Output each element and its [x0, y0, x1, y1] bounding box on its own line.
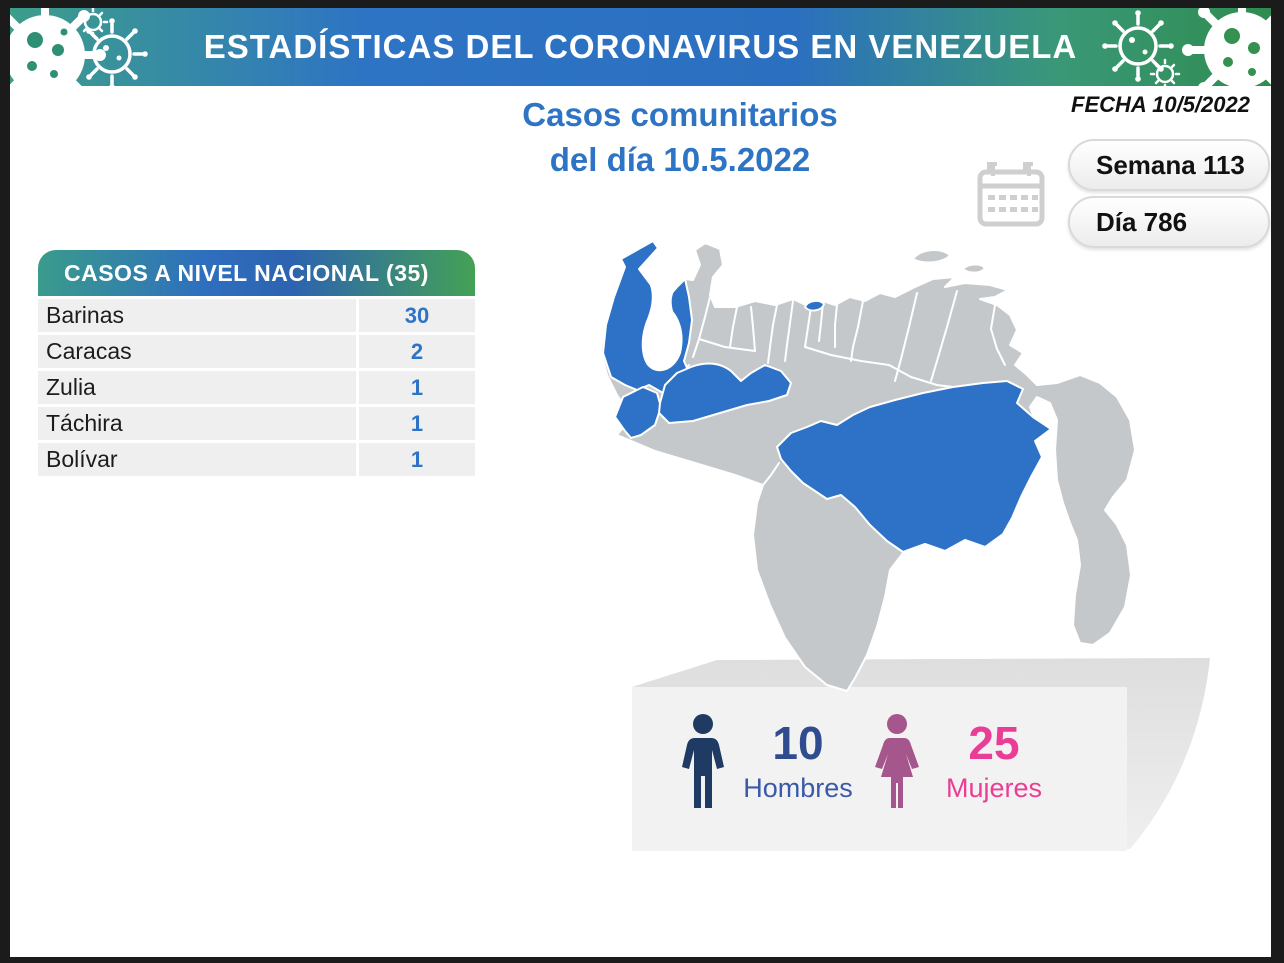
table-row: Zulia 1 — [38, 371, 475, 404]
female-icon — [875, 714, 919, 808]
map-island — [912, 249, 951, 264]
frame-border-left — [0, 0, 10, 963]
table-title: CASOS A NIVEL NACIONAL (35) — [38, 250, 475, 296]
state-name: Barinas — [38, 299, 356, 332]
lake-maracaibo — [641, 252, 689, 372]
women-label: Mujeres — [945, 773, 1043, 803]
state-cases: 2 — [359, 335, 475, 368]
subtitle: Casos comunitarios del día 10.5.2022 — [400, 92, 960, 182]
virus-icon-left-outline — [76, 18, 148, 86]
header-banner: ESTADÍSTICAS DEL CORONAVIRUS EN VENEZUEL… — [10, 8, 1271, 86]
state-name: Zulia — [38, 371, 356, 404]
dia-badge: Día 786 — [1068, 196, 1270, 248]
state-name: Bolívar — [38, 443, 356, 476]
page-title: ESTADÍSTICAS DEL CORONAVIRUS EN VENEZUEL… — [203, 28, 1078, 65]
state-cases: 1 — [359, 371, 475, 404]
table-row: Bolívar 1 — [38, 443, 475, 476]
state-name: Táchira — [38, 407, 356, 440]
male-icon — [682, 714, 724, 808]
women-count: 25 — [968, 717, 1020, 769]
table-row: Barinas 30 — [38, 299, 475, 332]
frame-border-bottom — [0, 957, 1284, 963]
subtitle-line1: Casos comunitarios — [522, 96, 838, 133]
men-count: 10 — [772, 717, 824, 769]
virus-icon-right-small — [1149, 58, 1181, 86]
state-name: Caracas — [38, 335, 356, 368]
subtitle-line2: del día 10.5.2022 — [549, 141, 811, 178]
virus-icon-left-large — [10, 8, 106, 86]
table-row: Caracas 2 — [38, 335, 475, 368]
state-tachira — [614, 386, 662, 439]
men-label: Hombres — [743, 773, 853, 803]
state-bolivar — [776, 380, 1052, 553]
table-row: Táchira 1 — [38, 407, 475, 440]
fecha-label: FECHA 10/5/2022 — [1071, 92, 1250, 117]
women-stats: 25 Mujeres — [924, 719, 1064, 804]
map-island — [962, 263, 986, 274]
frame-border-top — [0, 0, 1284, 8]
semana-badge: Semana 113 — [1068, 139, 1270, 191]
virus-icon-left-small — [77, 8, 109, 38]
calendar-icon — [977, 162, 1045, 227]
state-cases: 30 — [359, 299, 475, 332]
gender-panel: 10 Hombres 25 Mujeres — [632, 687, 1127, 851]
frame-border-right — [1271, 0, 1284, 963]
virus-icon-right-large — [1182, 8, 1271, 86]
national-cases-table: CASOS A NIVEL NACIONAL (35) Barinas 30 C… — [38, 250, 475, 476]
state-barinas — [658, 362, 792, 424]
state-cases: 1 — [359, 443, 475, 476]
virus-icon-right-outline — [1102, 10, 1174, 82]
men-stats: 10 Hombres — [728, 719, 868, 804]
venezuela-map — [600, 240, 1136, 692]
state-caracas — [804, 299, 825, 312]
state-cases: 1 — [359, 407, 475, 440]
